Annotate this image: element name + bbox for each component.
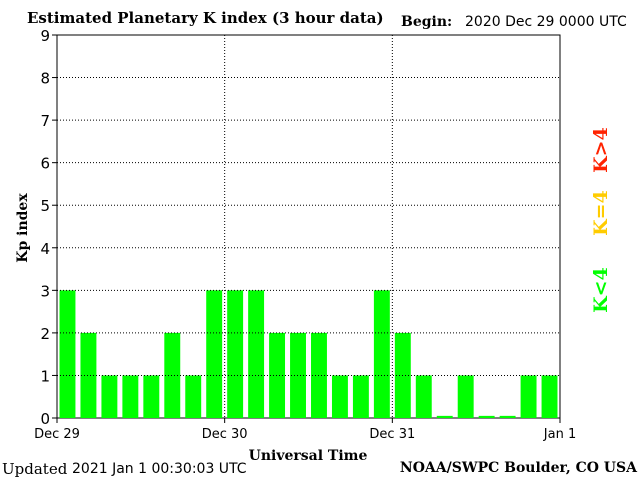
kp-bar bbox=[352, 375, 369, 418]
kp-bar bbox=[436, 415, 453, 418]
x-axis-label: Universal Time bbox=[248, 448, 368, 464]
x-tick-label: Dec 30 bbox=[202, 427, 248, 442]
chart-title: Estimated Planetary K index (3 hour data… bbox=[27, 9, 384, 27]
y-tick-label: 4 bbox=[40, 240, 50, 258]
y-tick-label: 7 bbox=[40, 112, 50, 130]
kp-bar bbox=[415, 375, 432, 418]
kp-bar bbox=[541, 375, 558, 418]
legend-k-greater-4: K>4 bbox=[590, 127, 612, 173]
kp-bar bbox=[59, 290, 76, 418]
updated-value: 2021 Jan 1 00:30:03 UTC bbox=[72, 461, 247, 477]
x-tick-label: Dec 31 bbox=[369, 427, 415, 442]
y-tick-label: 3 bbox=[40, 282, 50, 300]
y-tick-label: 5 bbox=[40, 197, 50, 215]
kp-bar bbox=[520, 375, 537, 418]
kp-bar bbox=[122, 375, 139, 418]
plot-frame bbox=[56, 34, 561, 419]
kp-bar bbox=[227, 290, 244, 418]
kp-bar bbox=[499, 415, 516, 418]
legend-k-less-4: K<4 bbox=[590, 267, 612, 313]
kp-bar bbox=[80, 332, 97, 418]
kp-bar bbox=[206, 290, 223, 418]
y-tick-label: 6 bbox=[40, 155, 50, 173]
kp-bar bbox=[457, 375, 474, 418]
kp-bar bbox=[143, 375, 160, 418]
credit-text: NOAA/SWPC Boulder, CO USA bbox=[399, 460, 637, 476]
kp-bar bbox=[248, 290, 265, 418]
y-tick-label: 8 bbox=[40, 70, 50, 88]
legend-k-equal-4: K=4 bbox=[590, 190, 612, 236]
begin-value: 2020 Dec 29 0000 UTC bbox=[465, 14, 627, 30]
kp-bar bbox=[290, 332, 306, 418]
y-tick-label: 1 bbox=[40, 367, 50, 385]
y-tick-label: 2 bbox=[40, 325, 50, 343]
y-tick-label: 9 bbox=[40, 27, 50, 45]
kp-bar bbox=[373, 290, 390, 418]
y-tick-label: 0 bbox=[40, 410, 50, 428]
kp-bar bbox=[164, 332, 181, 418]
kp-bar bbox=[331, 375, 348, 418]
kp-bar bbox=[478, 415, 495, 418]
x-tick-label: Dec 29 bbox=[34, 427, 80, 442]
begin-label: Begin: bbox=[401, 14, 453, 30]
kp-bar-chart: 0 1 2 3 4 5 6 7 8 9 Dec 29 Dec 30 Dec 31 Jan 1 bbox=[34, 27, 576, 442]
x-tick-label: Jan 1 bbox=[543, 427, 576, 442]
kp-bar bbox=[269, 332, 286, 418]
updated-label: Updated bbox=[2, 460, 68, 478]
kp-bar bbox=[185, 375, 202, 418]
kp-bar bbox=[101, 375, 118, 418]
